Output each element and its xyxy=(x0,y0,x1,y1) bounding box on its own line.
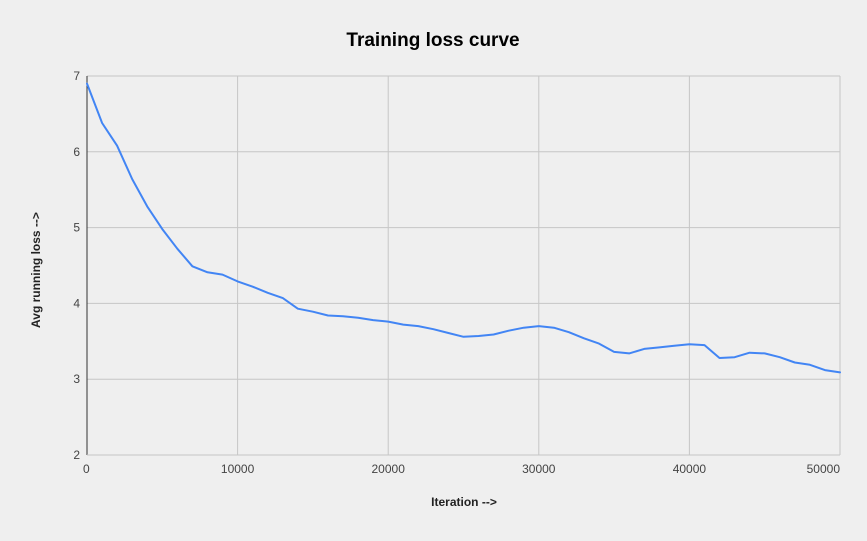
series-layer xyxy=(86,82,841,374)
axes xyxy=(86,76,840,456)
y-tick-label: 7 xyxy=(73,69,80,83)
x-tick-label: 40000 xyxy=(673,462,707,476)
tick-labels: 0 10000 20000 30000 40000 50000 2 3 4 5 6 7 xyxy=(73,69,840,476)
x-tick-label: 20000 xyxy=(372,462,406,476)
y-tick-label: 2 xyxy=(73,448,80,462)
y-tick-label: 6 xyxy=(73,145,80,159)
y-tick-label: 4 xyxy=(73,296,80,310)
x-tick-label: 10000 xyxy=(221,462,255,476)
x-tick-label: 0 xyxy=(83,462,90,476)
chart-title: Training loss curve xyxy=(346,30,519,51)
x-tick-label: 50000 xyxy=(807,462,841,476)
y-axis-label: Avg running loss --> xyxy=(29,212,43,328)
y-tick-label: 3 xyxy=(73,372,80,386)
y-tick-label: 5 xyxy=(73,221,80,235)
x-axis-label: Iteration --> xyxy=(431,495,497,509)
x-tick-label: 30000 xyxy=(522,462,556,476)
grid xyxy=(86,75,841,456)
series-line xyxy=(86,82,841,374)
